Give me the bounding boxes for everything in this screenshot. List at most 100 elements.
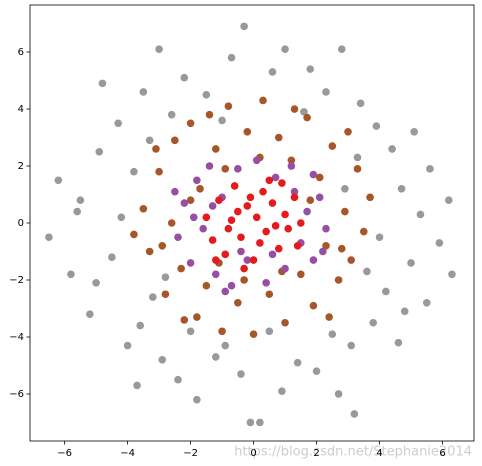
point [167, 219, 176, 227]
point [224, 224, 233, 233]
point [315, 173, 324, 182]
point [271, 173, 280, 182]
point [265, 327, 274, 336]
point [161, 273, 170, 281]
point [303, 113, 311, 122]
point [426, 165, 434, 173]
point [312, 367, 321, 375]
point [297, 270, 305, 279]
point [196, 185, 204, 193]
point [278, 387, 286, 395]
point [130, 230, 138, 239]
point [268, 68, 277, 76]
point [218, 116, 226, 125]
x-tick-label: 2 [313, 448, 319, 459]
point [211, 353, 220, 361]
point [95, 147, 104, 156]
point [86, 310, 94, 318]
point [98, 79, 107, 88]
point [246, 418, 255, 427]
point [218, 327, 226, 336]
point [123, 341, 132, 350]
x-tick-label: −6 [57, 448, 72, 459]
point [448, 270, 456, 279]
point [445, 196, 453, 205]
point [76, 196, 85, 205]
point [199, 224, 207, 233]
y-tick-label: 6 [18, 47, 24, 58]
point [208, 202, 217, 210]
point [252, 213, 261, 222]
point [114, 119, 122, 128]
point [400, 307, 409, 316]
point [202, 90, 211, 99]
point [281, 318, 289, 327]
point [145, 247, 154, 256]
point [92, 279, 100, 287]
point [180, 316, 189, 324]
point [350, 410, 359, 418]
point [293, 241, 302, 250]
point [221, 341, 230, 350]
point [155, 167, 163, 176]
point [171, 187, 179, 196]
point [359, 227, 368, 236]
point [240, 22, 248, 31]
point [274, 133, 283, 142]
point [382, 287, 390, 296]
point [328, 330, 337, 338]
point [344, 128, 352, 136]
point [243, 128, 252, 136]
point [237, 370, 245, 378]
point [265, 290, 274, 299]
point [149, 293, 157, 301]
point [322, 224, 330, 233]
point [334, 390, 343, 398]
point [205, 162, 214, 170]
point [297, 219, 305, 227]
point [249, 330, 258, 338]
point [193, 395, 201, 404]
x-tick-label: 6 [439, 448, 445, 459]
point [234, 207, 242, 216]
point [243, 256, 252, 264]
x-tick-label: 4 [376, 448, 382, 459]
point [227, 281, 236, 290]
y-tick-label: 2 [18, 161, 24, 172]
y-tick-label: −6 [9, 389, 24, 400]
x-tick-label: −4 [120, 448, 135, 459]
point [325, 313, 333, 321]
point [366, 193, 374, 202]
x-tick-label: 0 [250, 448, 256, 459]
y-tick-label: −4 [9, 332, 24, 343]
plot-area [45, 22, 456, 427]
point [347, 341, 355, 350]
point [306, 196, 315, 205]
point [319, 247, 327, 256]
point [211, 145, 220, 153]
point [234, 298, 242, 307]
point [152, 145, 160, 153]
point [180, 199, 189, 207]
point [300, 108, 308, 116]
point [139, 204, 148, 213]
point [202, 213, 211, 222]
point [174, 375, 182, 384]
point [54, 176, 63, 185]
point [133, 381, 141, 390]
point [186, 196, 195, 205]
point [193, 313, 201, 321]
point [227, 216, 236, 224]
point [67, 270, 75, 279]
point [211, 270, 220, 279]
point [265, 176, 274, 185]
point [337, 244, 346, 253]
point [262, 227, 270, 236]
point [309, 256, 318, 264]
point [422, 298, 431, 307]
y-tick-label: 4 [18, 104, 24, 115]
point [397, 185, 406, 193]
point [372, 122, 381, 130]
point [407, 259, 415, 267]
point [337, 45, 346, 53]
